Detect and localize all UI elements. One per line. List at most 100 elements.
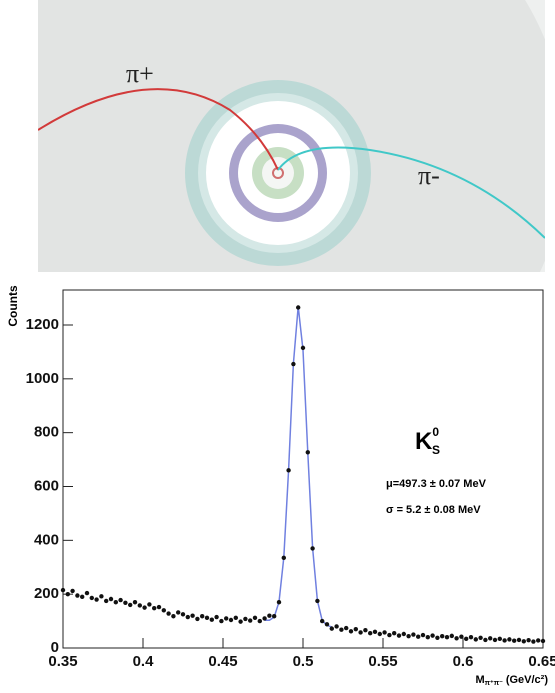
data-point bbox=[109, 597, 113, 601]
data-point bbox=[522, 639, 526, 643]
data-point bbox=[104, 599, 108, 603]
data-point bbox=[75, 593, 79, 597]
x-tick-label: 0.5 bbox=[293, 653, 314, 670]
data-point bbox=[94, 597, 98, 601]
data-point bbox=[507, 637, 511, 641]
data-point bbox=[176, 610, 180, 614]
data-point bbox=[478, 636, 482, 640]
data-point bbox=[373, 630, 377, 634]
particle-sup: 0 bbox=[432, 425, 439, 439]
x-tick-label: 0.65 bbox=[528, 653, 555, 670]
data-point bbox=[234, 616, 238, 620]
data-point bbox=[224, 616, 228, 620]
data-point bbox=[306, 450, 310, 454]
x-tick-label: 0.55 bbox=[368, 653, 397, 670]
data-point bbox=[138, 603, 142, 607]
data-point bbox=[435, 636, 439, 640]
data-point bbox=[90, 596, 94, 600]
data-point bbox=[200, 614, 204, 618]
data-point bbox=[402, 632, 406, 636]
data-point bbox=[118, 598, 122, 602]
data-point bbox=[363, 628, 367, 632]
data-point bbox=[541, 639, 545, 643]
data-point bbox=[325, 622, 329, 626]
data-point bbox=[334, 624, 338, 628]
data-point bbox=[214, 615, 218, 619]
data-point bbox=[296, 305, 300, 309]
x-label-main: M bbox=[475, 674, 484, 686]
data-point bbox=[190, 613, 194, 617]
data-point bbox=[152, 606, 156, 610]
annotation-mean: μ=497.3 ± 0.07 MeV bbox=[386, 478, 487, 490]
data-point bbox=[517, 638, 521, 642]
data-point bbox=[445, 635, 449, 639]
data-point bbox=[114, 600, 118, 604]
data-point bbox=[344, 626, 348, 630]
data-point bbox=[450, 634, 454, 638]
data-point bbox=[310, 546, 314, 550]
data-point bbox=[526, 638, 530, 642]
data-point bbox=[411, 632, 415, 636]
data-point bbox=[133, 600, 137, 604]
x-tick-label: 0.4 bbox=[133, 653, 155, 670]
data-point bbox=[406, 634, 410, 638]
data-point bbox=[181, 612, 185, 616]
data-point bbox=[85, 591, 89, 595]
data-point bbox=[536, 638, 540, 642]
data-point bbox=[440, 634, 444, 638]
data-point bbox=[349, 629, 353, 633]
data-point bbox=[195, 617, 199, 621]
data-point bbox=[147, 602, 151, 606]
data-point bbox=[330, 626, 334, 630]
data-point bbox=[186, 615, 190, 619]
x-label-sub: π⁺π⁻ bbox=[485, 680, 503, 687]
x-tick-label: 0.45 bbox=[208, 653, 237, 670]
data-point bbox=[301, 346, 305, 350]
vertex-inner bbox=[262, 157, 294, 189]
y-tick-label: 800 bbox=[34, 424, 59, 441]
data-point bbox=[258, 619, 262, 623]
track-label: π- bbox=[418, 161, 440, 190]
data-point bbox=[358, 630, 362, 634]
y-axis-label: Counts bbox=[6, 285, 20, 327]
y-tick-label: 1000 bbox=[26, 370, 59, 387]
data-point bbox=[219, 619, 223, 623]
data-point bbox=[368, 631, 372, 635]
data-point bbox=[459, 634, 463, 638]
y-tick-label: 200 bbox=[34, 585, 59, 602]
data-point bbox=[464, 637, 468, 641]
y-tick-label: 1200 bbox=[26, 316, 59, 333]
data-point bbox=[282, 556, 286, 560]
y-tick-label: 600 bbox=[34, 477, 59, 494]
data-point bbox=[142, 605, 146, 609]
data-point bbox=[272, 614, 276, 618]
annotation-sigma: σ = 5.2 ± 0.08 MeV bbox=[386, 504, 481, 516]
data-point bbox=[488, 636, 492, 640]
data-point bbox=[498, 637, 502, 641]
data-point bbox=[483, 638, 487, 642]
data-point bbox=[99, 594, 103, 598]
data-point bbox=[162, 608, 166, 612]
track-label: π+ bbox=[126, 59, 154, 88]
page: π+ π- Counts Mπ⁺π⁻ (GeV/c²) K0S μ=497.3 … bbox=[0, 0, 555, 693]
data-point bbox=[291, 362, 295, 366]
data-point bbox=[61, 588, 65, 592]
data-point bbox=[229, 618, 233, 622]
data-point bbox=[421, 633, 425, 637]
data-point bbox=[253, 616, 257, 620]
data-point bbox=[430, 633, 434, 637]
data-point bbox=[512, 639, 516, 643]
fit-curve bbox=[265, 306, 332, 627]
data-point bbox=[210, 618, 214, 622]
data-point bbox=[378, 632, 382, 636]
data-point bbox=[397, 633, 401, 637]
data-point bbox=[502, 638, 506, 642]
data-point bbox=[243, 617, 247, 621]
data-point bbox=[128, 603, 132, 607]
data-point bbox=[286, 468, 290, 472]
y-tick-label: 400 bbox=[34, 531, 59, 548]
x-tick-label: 0.35 bbox=[48, 653, 77, 670]
data-point bbox=[248, 618, 252, 622]
data-point bbox=[267, 613, 271, 617]
